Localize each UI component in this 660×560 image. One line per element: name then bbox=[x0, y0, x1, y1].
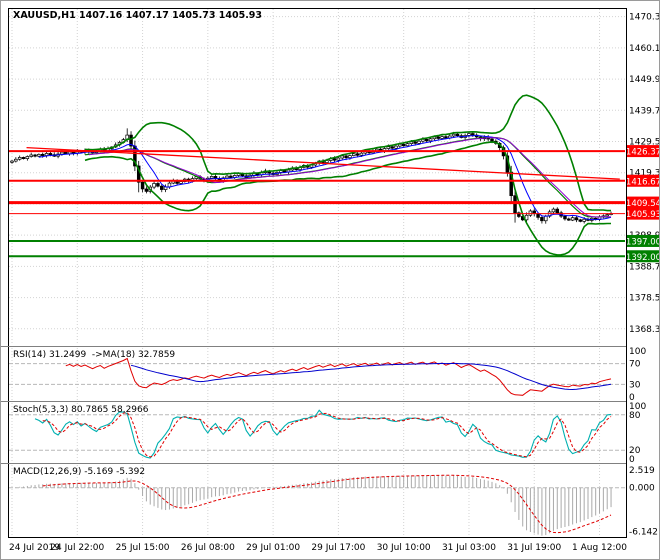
price-level-tag bbox=[627, 250, 659, 263]
price-axis-tick: 1470.30 bbox=[629, 13, 660, 23]
rsi-ma-line[interactable] bbox=[130, 362, 612, 391]
price-axis-tick: 1368.30 bbox=[629, 325, 660, 335]
macd-signal-line[interactable] bbox=[42, 474, 612, 534]
time-axis-label: 29 Jul 01:00 bbox=[246, 543, 300, 553]
time-axis-label: 30 Jul 10:00 bbox=[377, 543, 431, 553]
stoch-axis-tick: 80 bbox=[629, 411, 641, 421]
price-level-tag bbox=[627, 207, 659, 220]
macd-plot[interactable] bbox=[12, 474, 612, 536]
price-level-tag-text: 1416.67 bbox=[626, 177, 660, 187]
rsi-axis-tick: 100 bbox=[629, 347, 646, 357]
rsi-axis-tick: 30 bbox=[629, 380, 641, 390]
rsi-axis-tick: 0 bbox=[629, 393, 635, 403]
bollinger-upper-band[interactable] bbox=[84, 94, 611, 212]
stoch-axis-tick: 0 bbox=[629, 455, 635, 465]
time-axis-label: 31 Jul 19:00 bbox=[507, 543, 561, 553]
price-level-tag bbox=[627, 145, 659, 158]
stoch-d-line[interactable] bbox=[42, 412, 612, 458]
price-level-tag bbox=[627, 174, 659, 187]
macd-axis-tick: -6.142 bbox=[629, 527, 658, 537]
price-level-tag bbox=[627, 234, 659, 247]
time-axis-label: 26 Jul 08:00 bbox=[181, 543, 235, 553]
macd-axis-tick: 2.519 bbox=[629, 466, 655, 476]
price-level-tag-text: 1409.54 bbox=[626, 199, 660, 209]
price-level-tag bbox=[627, 196, 659, 209]
bollinger-lower-band[interactable] bbox=[84, 141, 611, 256]
time-axis-label: 1 Aug 12:00 bbox=[572, 543, 627, 553]
price-axis-tick: 1429.50 bbox=[629, 138, 660, 148]
time-axis-label: 25 Jul 15:00 bbox=[116, 543, 170, 553]
time-axis-label: 24 Jul 22:00 bbox=[50, 543, 104, 553]
price-axis-tick: 1439.70 bbox=[629, 106, 660, 116]
price-level-tag-text: 1392.00 bbox=[626, 253, 660, 263]
price-axis-tick: 1460.10 bbox=[629, 44, 660, 54]
stoch-axis-tick: 20 bbox=[629, 446, 641, 456]
time-axis-label: 29 Jul 17:00 bbox=[311, 543, 365, 553]
rsi-plot[interactable] bbox=[65, 357, 612, 396]
price-axis-tick: 1378.50 bbox=[629, 294, 660, 304]
rsi-axis-tick: 70 bbox=[629, 360, 641, 370]
rsi-line[interactable] bbox=[65, 357, 612, 396]
stoch-axis-tick: 100 bbox=[629, 402, 646, 412]
price-axis-tick: 1419.30 bbox=[629, 169, 660, 179]
stoch-k-line[interactable] bbox=[34, 409, 612, 459]
stoch-plot[interactable] bbox=[34, 409, 612, 459]
time-axis-label: 31 Jul 03:00 bbox=[442, 543, 496, 553]
time-axis-label: 24 Jul 2019 bbox=[9, 543, 60, 553]
price-level-tag-text: 1405.93 bbox=[626, 210, 660, 220]
plot-frame bbox=[8, 8, 627, 538]
trendline[interactable] bbox=[26, 146, 620, 180]
price-axis-tick: 1449.90 bbox=[629, 75, 660, 85]
price-level-tag-text: 1426.37 bbox=[626, 148, 660, 158]
macd-axis-tick: 0.000 bbox=[629, 484, 655, 494]
ma-fast-line[interactable] bbox=[38, 134, 612, 221]
price-level-tag-text: 1397.00 bbox=[626, 237, 660, 247]
price-axis-tick: 1388.70 bbox=[629, 262, 660, 272]
